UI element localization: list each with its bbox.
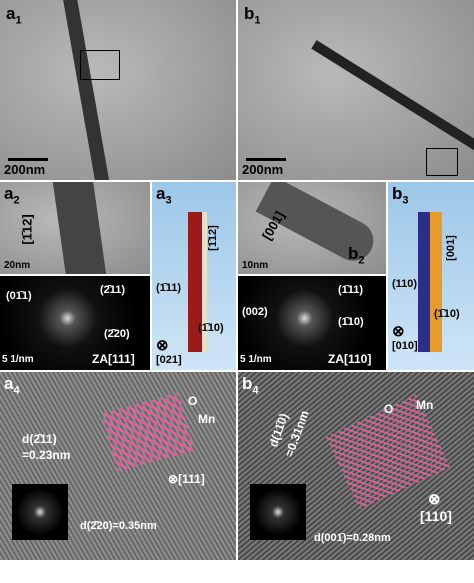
spot-label: (2̄11) [100,284,126,296]
direction-label: [001] [444,235,457,261]
face-label: (110) [392,278,418,290]
spacing-label: d(2̄20)=0.35nm [80,520,157,532]
tem-image: a1 200nm [0,0,236,180]
spacing-label: d(2̄11) [22,432,57,446]
hrtem-image: a4 d(2̄11) =0.23nm O Mn ⊗[111] d(2̄20)=0… [0,372,236,560]
scale-bar: 10nm [242,260,269,271]
out-of-plane-symbol: ⊗ [392,323,405,340]
scale-bar: 5 1/nm [240,354,272,365]
face-label: (1̄10) [198,322,224,334]
face-label: (1̄11) [156,282,182,294]
out-of-plane-symbol: ⊗ [428,491,441,508]
normal-label: [021] [156,354,182,366]
atom-label: O [188,394,198,408]
tem-image: a2 [1̄12] 20nm [0,182,150,274]
scale-bar: 5 1/nm [2,354,34,365]
panel-label: a2 [4,184,20,207]
face-label: (1̄10) [434,308,460,320]
normal-label: [010] [392,340,418,352]
spot-label: (002) [242,306,268,318]
scale-bar: 200nm [242,162,284,177]
zone-axis: ZA[110] [328,352,372,366]
direction-label: [1̄12] [206,225,219,251]
panel-label: a1 [6,4,22,27]
panel-label: a4 [4,374,20,397]
normal-label: [110] [420,508,452,524]
panel-label: b2 [348,244,365,267]
spot-label: (1̄10) [338,316,364,328]
diffraction: (01̄1) (2̄11) (2̄20) 5 1/nm ZA[111] [0,276,150,370]
spot-label: (2̄20) [104,328,130,340]
out-of-plane-symbol: ⊗ [156,337,169,354]
tem-image: b2 [001] 10nm [238,182,386,274]
spacing-value: =0.23nm [22,448,71,462]
zone-axis: ZA[111] [92,352,135,366]
atom-label: Mn [198,412,216,426]
panel-label: b4 [242,374,259,397]
spacing-label: d(001̄)=0.28nm [314,532,391,544]
hrtem-image: b4 d(11̄0) =0.31nm O Mn ⊗ [110] d(001̄)=… [238,372,474,560]
normal-label: ⊗[111] [168,472,205,486]
panel-label: b1 [244,4,261,27]
atom-label: Mn [416,398,434,412]
crystal-model: b3 [001] (110) (1̄10) ⊗ [010] [388,182,474,370]
scale-bar: 200nm [4,162,46,177]
panel-label: b3 [392,184,409,207]
spot-label: (01̄1) [6,290,32,302]
atom-label: O [384,402,394,416]
panel-label: a3 [156,184,172,207]
diffraction: (002) (1̄11) (1̄10) 5 1/nm ZA[110] [238,276,386,370]
direction-label: [1̄12] [19,214,35,245]
crystal-model: a3 [1̄12] (1̄11) (1̄10) ⊗ [021] [152,182,236,370]
spot-label: (1̄11) [338,284,364,296]
tem-image: b1 200nm [238,0,474,180]
scale-bar: 20nm [4,260,31,271]
